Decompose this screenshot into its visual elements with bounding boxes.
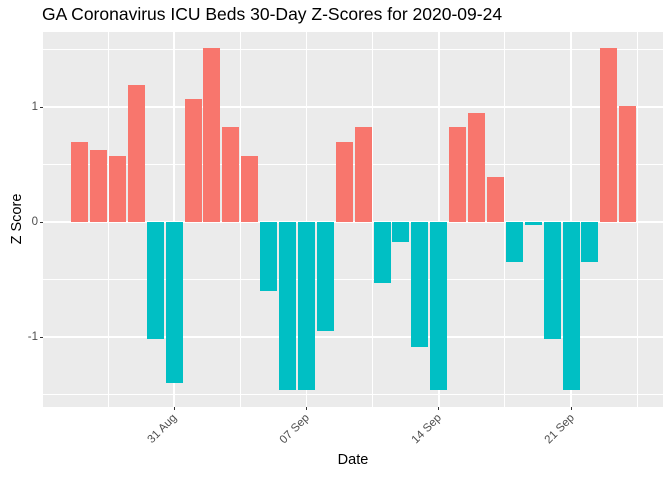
y-minor-gridline	[43, 394, 663, 395]
x-tick-label-text: 21 Sep	[542, 412, 577, 447]
bar-2020-09-19	[524, 222, 542, 226]
bar-2020-09-20	[543, 222, 561, 340]
bar-2020-09-11	[373, 222, 391, 283]
bar-2020-08-28	[108, 156, 126, 222]
x-tick-mark	[305, 407, 307, 410]
x-major-gridline	[438, 32, 440, 407]
bar-2020-09-01	[184, 98, 202, 222]
x-axis-title: Date	[337, 452, 369, 468]
y-tick-mark	[40, 106, 43, 108]
bar-2020-08-30	[146, 222, 164, 340]
bar-2020-09-12	[392, 222, 410, 242]
bar-2020-09-08	[316, 222, 334, 332]
bar-2020-08-27	[90, 149, 107, 222]
bar-2020-09-13	[411, 222, 429, 348]
y-tick-label: -1	[27, 331, 38, 343]
bar-2020-09-09	[335, 141, 353, 222]
bar-2020-08-29	[127, 85, 145, 222]
bar-2020-09-06	[279, 222, 296, 390]
y-major-gridline	[43, 336, 663, 338]
x-tick-label-text: 14 Sep	[409, 412, 445, 447]
bar-2020-09-14	[430, 222, 448, 390]
bar-2020-08-26	[71, 141, 89, 222]
bar-2020-09-21	[562, 222, 580, 390]
x-tick-mark	[570, 407, 572, 410]
y-major-gridline	[43, 106, 663, 108]
bar-2020-08-31	[165, 222, 183, 383]
y-minor-gridline	[43, 279, 663, 280]
x-minor-gridline	[239, 32, 241, 407]
bar-2020-09-15	[449, 126, 467, 222]
bar-2020-09-18	[505, 222, 523, 263]
x-tick-label-text: 31 Aug	[145, 412, 180, 446]
bar-2020-09-02	[203, 48, 221, 222]
y-tick-mark	[40, 336, 43, 338]
y-minor-gridline	[43, 49, 663, 50]
x-major-gridline	[173, 32, 175, 407]
y-tick-label: 1	[31, 101, 38, 113]
y-tick-label: 0	[31, 216, 38, 228]
plot-panel	[43, 32, 663, 407]
x-minor-gridline	[636, 32, 638, 407]
x-tick-mark	[173, 407, 175, 410]
x-major-gridline	[305, 32, 308, 407]
bar-2020-09-24	[619, 105, 637, 222]
bar-2020-09-22	[581, 222, 599, 263]
bar-2020-09-07	[297, 222, 315, 390]
bar-2020-09-23	[600, 48, 618, 222]
x-minor-gridline	[107, 32, 109, 407]
bar-2020-09-17	[486, 177, 504, 222]
y-major-gridline	[43, 221, 663, 223]
y-tick-mark	[40, 221, 43, 223]
x-minor-gridline	[372, 32, 374, 407]
x-minor-gridline	[504, 32, 506, 407]
x-major-gridline	[570, 32, 572, 407]
chart-title: GA Coronavirus ICU Beds 30-Day Z-Scores …	[42, 4, 503, 24]
x-tick-label-text: 07 Sep	[277, 412, 312, 447]
bar-2020-09-04	[241, 156, 259, 222]
x-tick-mark	[438, 407, 440, 410]
bar-2020-09-03	[222, 126, 240, 222]
bar-2020-09-05	[260, 222, 278, 291]
y-minor-gridline	[43, 164, 663, 165]
bar-2020-09-10	[354, 126, 372, 222]
bar-2020-09-16	[468, 112, 485, 222]
